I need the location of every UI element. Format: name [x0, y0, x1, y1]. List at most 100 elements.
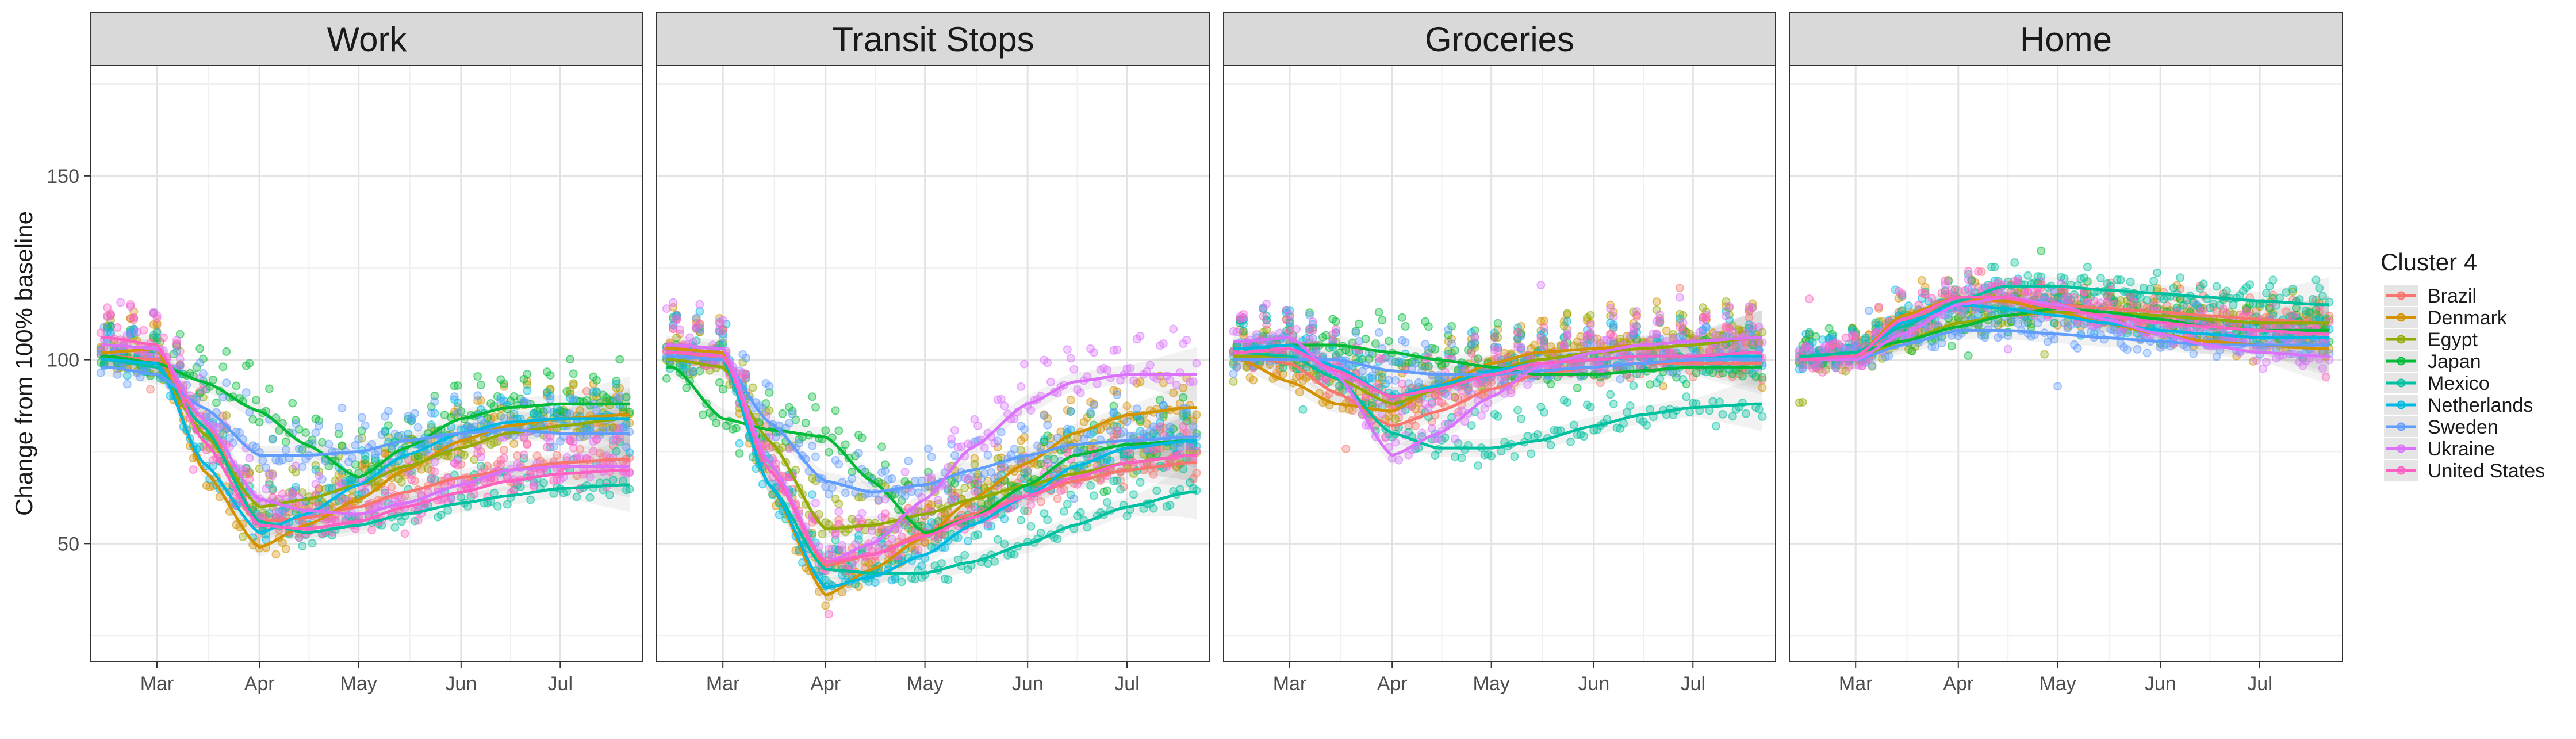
data-point: [808, 442, 816, 450]
data-point: [981, 444, 988, 451]
data-point: [785, 419, 793, 427]
data-point: [154, 329, 161, 336]
data-point: [553, 476, 561, 483]
data-point: [97, 329, 105, 336]
data-point: [1719, 411, 1727, 418]
data-point: [1000, 541, 1008, 548]
data-point: [1673, 370, 1680, 377]
data-point: [832, 531, 839, 538]
data-point: [415, 424, 422, 431]
data-point: [272, 550, 279, 558]
x-tick-label: Mar: [706, 673, 740, 695]
data-point: [1392, 439, 1399, 446]
data-point: [246, 476, 253, 483]
data-point: [1249, 377, 1257, 384]
data-point: [832, 407, 839, 414]
data-point: [1412, 422, 1419, 430]
data-point: [1193, 411, 1201, 419]
x-tick-label: Jul: [1114, 673, 1139, 695]
data-point: [759, 480, 766, 488]
data-point: [1110, 408, 1117, 416]
data-point: [765, 444, 773, 451]
data-point: [510, 440, 518, 447]
data-point: [1011, 445, 1018, 453]
data-point: [891, 575, 899, 583]
data-point: [1372, 340, 1379, 347]
data-point: [663, 375, 670, 382]
data-point: [196, 359, 204, 367]
data-point: [358, 413, 366, 421]
data-point: [835, 500, 842, 508]
data-point: [991, 474, 998, 482]
data-point: [566, 410, 574, 418]
data-point: [964, 475, 972, 483]
data-point: [355, 435, 362, 443]
data-point: [411, 409, 419, 417]
x-tick-label: Mar: [1273, 673, 1307, 695]
data-point: [1077, 509, 1084, 516]
data-point: [398, 478, 405, 486]
data-point: [1527, 450, 1535, 458]
data-point: [553, 405, 561, 412]
data-point: [789, 410, 796, 418]
data-point: [613, 380, 620, 388]
data-point: [223, 379, 230, 386]
data-point: [530, 483, 538, 490]
data-point: [209, 376, 217, 384]
data-point: [282, 545, 290, 553]
data-point: [838, 546, 846, 553]
data-point: [1676, 284, 1684, 292]
data-point: [1130, 491, 1137, 498]
data-point: [292, 420, 300, 427]
data-point: [243, 389, 250, 396]
data-point: [928, 519, 936, 526]
data-point: [523, 441, 531, 449]
data-point: [1153, 487, 1160, 495]
data-point: [1017, 516, 1025, 524]
data-point: [1083, 524, 1091, 531]
data-point: [140, 327, 148, 334]
data-point: [1799, 399, 1807, 406]
data-point: [160, 334, 167, 342]
data-point: [137, 374, 144, 381]
data-point: [1017, 383, 1025, 390]
data-point: [500, 446, 508, 454]
data-point: [385, 407, 392, 415]
data-point: [1087, 482, 1094, 489]
data-point: [593, 407, 600, 415]
data-point: [808, 491, 816, 498]
data-point: [1537, 334, 1544, 341]
data-point: [1468, 350, 1475, 357]
data-point: [948, 435, 955, 443]
data-point: [213, 399, 220, 407]
data-point: [1547, 441, 1555, 449]
data-point: [1233, 328, 1241, 336]
data-point: [114, 371, 121, 378]
data-point: [593, 377, 600, 384]
data-point: [822, 602, 829, 610]
data-point: [1395, 358, 1402, 365]
data-point: [1682, 393, 1690, 400]
data-point: [1378, 316, 1386, 324]
data-point: [881, 496, 889, 503]
data-point: [984, 451, 992, 459]
data-point: [315, 422, 323, 430]
data-point: [563, 454, 570, 461]
data-point: [1137, 332, 1144, 340]
data-point: [147, 386, 154, 393]
data-point: [1726, 303, 1733, 310]
data-point: [1561, 340, 1568, 348]
data-point: [835, 461, 842, 468]
facet-title: Home: [2020, 20, 2112, 59]
data-point: [1587, 330, 1594, 337]
data-point: [1435, 435, 1442, 443]
data-point: [1375, 329, 1383, 336]
data-point: [1425, 346, 1432, 354]
data-point: [338, 479, 346, 487]
